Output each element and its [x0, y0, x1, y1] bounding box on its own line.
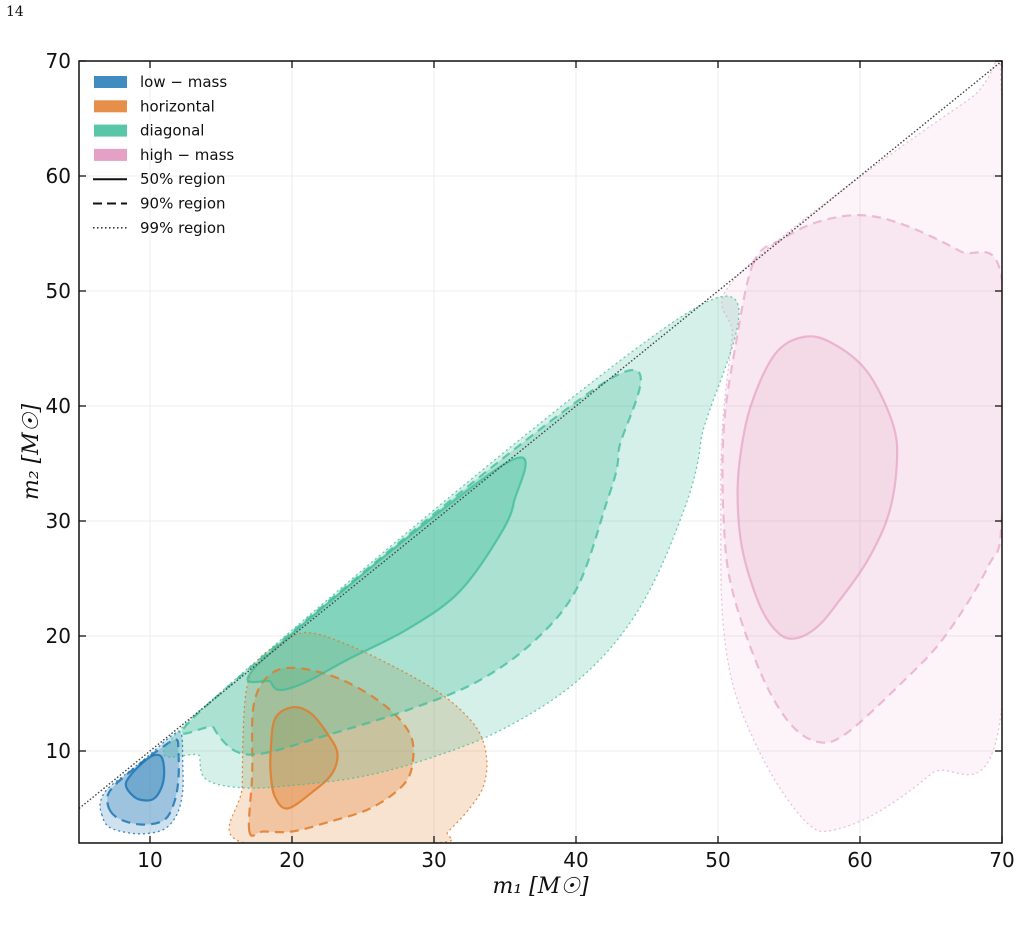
- legend-swatch: [94, 100, 127, 113]
- high-mass-contour-99: [720, 61, 1002, 833]
- x-axis-label: m₁ [M☉]: [492, 874, 589, 899]
- legend-label: 50% region: [140, 170, 226, 188]
- low-mass-contour-50: [124, 753, 166, 802]
- legend-label: 99% region: [140, 219, 226, 237]
- low-mass-contour-99: [99, 730, 184, 835]
- horizontal-fill-90: [248, 667, 414, 836]
- y-tick-label: 50: [46, 279, 71, 303]
- region-fills: [99, 61, 1002, 843]
- horizontal-contour-99: [228, 631, 488, 843]
- x-tick-label: 50: [705, 848, 730, 872]
- x-tick-label: 40: [563, 848, 588, 872]
- high-mass-contour-50: [736, 335, 899, 640]
- x-tick-label: 30: [421, 848, 446, 872]
- legend-swatch: [94, 148, 127, 161]
- diagonal-contour-99: [162, 295, 740, 789]
- low-mass-fill-90: [107, 739, 179, 825]
- x-tick-label: 60: [847, 848, 872, 872]
- legend-label: high − mass: [140, 146, 234, 164]
- horizontal-contour-90: [247, 666, 415, 837]
- low-mass-contour-90: [106, 738, 180, 826]
- diagonal-fill-99: [163, 296, 739, 789]
- horizontal-contour-50: [269, 705, 339, 810]
- y-axis-label: m₂ [M☉]: [19, 404, 44, 501]
- low-mass-fill-50: [125, 754, 165, 801]
- y-tick-label: 30: [46, 509, 71, 533]
- legend-swatch: [94, 124, 127, 137]
- y-tick-label: 70: [46, 49, 71, 73]
- legend-swatch: [94, 76, 127, 88]
- y-tick-label: 40: [46, 394, 71, 418]
- legend-label: low − mass: [140, 73, 227, 91]
- axis-ticks: 10 20 30 40 50 60 70 10 20 30 40 50 60 70: [46, 49, 1015, 872]
- horizontal-fill-99: [229, 632, 487, 843]
- legend-label: horizontal: [140, 97, 215, 115]
- high-mass-fill-50: [737, 336, 898, 639]
- legend-label: 90% region: [140, 195, 226, 213]
- region-contours: [99, 61, 1002, 843]
- y-tick-label: 10: [46, 739, 71, 763]
- high-mass-fill-90: [722, 215, 1002, 743]
- diagonal-contour-90: [180, 368, 642, 756]
- legend-label: diagonal: [140, 122, 204, 140]
- horizontal-fill-50: [270, 707, 338, 809]
- page-number: 14: [6, 4, 24, 20]
- plot-frame: [78, 60, 1003, 844]
- diagonal-fill-50: [247, 457, 526, 690]
- y-tick-label: 60: [46, 164, 71, 188]
- x-tick-label: 70: [989, 848, 1014, 872]
- y-tick-label: 20: [46, 624, 71, 648]
- x-tick-label: 20: [279, 848, 304, 872]
- legend: low − mass horizontal diagonal high − mass 5…: [93, 73, 234, 237]
- high-mass-contour-90: [721, 213, 1002, 744]
- x-tick-label: 10: [137, 848, 162, 872]
